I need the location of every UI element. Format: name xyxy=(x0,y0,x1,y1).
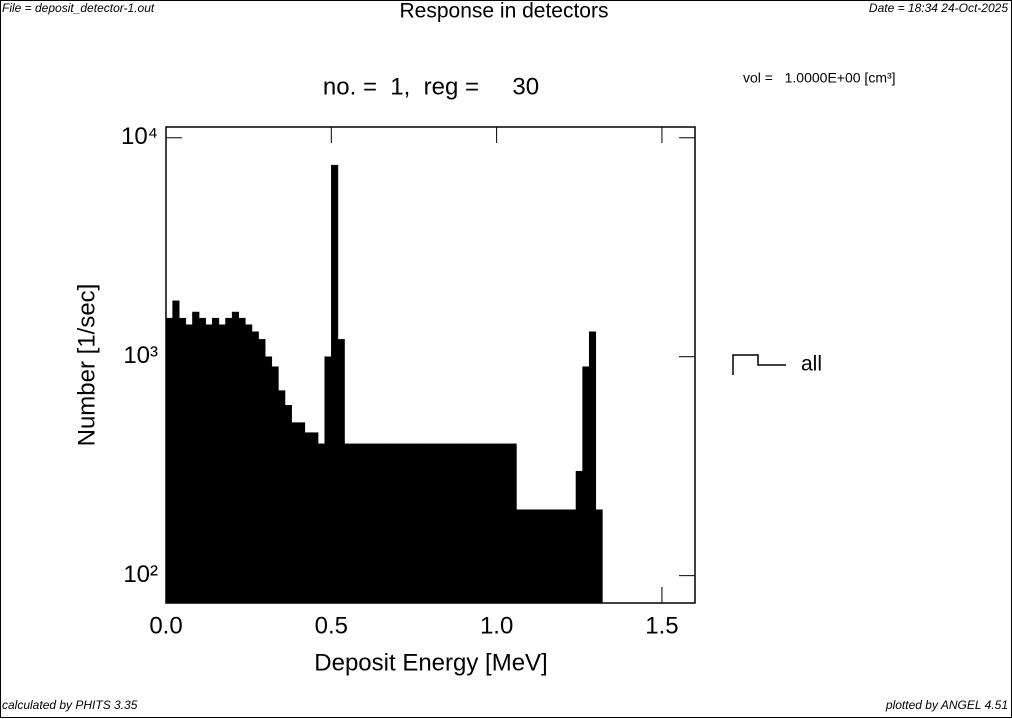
x-tick-label: 1.0 xyxy=(480,612,513,639)
x-axis-label: Deposit Energy [MeV] xyxy=(314,649,547,676)
histogram-bar xyxy=(172,300,180,604)
histogram-bar xyxy=(231,311,239,604)
histogram-bar xyxy=(291,422,299,604)
histogram-bar xyxy=(410,443,418,604)
footer-left: calculated by PHITS 3.35 xyxy=(2,698,138,712)
file-label: File = deposit_detector-1.out xyxy=(2,1,155,15)
y-tick-label: 10³ xyxy=(123,342,158,369)
histogram-bar xyxy=(542,509,550,604)
legend-swatch xyxy=(732,354,786,375)
histogram-bar xyxy=(469,443,478,604)
histogram-bar xyxy=(549,509,557,604)
histogram-bar xyxy=(258,339,266,604)
histogram-bar xyxy=(423,443,431,604)
histogram-bar xyxy=(278,390,286,604)
histogram-bar xyxy=(450,443,458,604)
histogram-bar xyxy=(218,324,226,604)
histogram-bar xyxy=(397,443,405,604)
histogram-bar xyxy=(317,443,325,604)
histogram-bar xyxy=(185,324,193,604)
histogram-bar xyxy=(436,443,444,604)
histogram-bar xyxy=(562,509,570,604)
histogram-bar xyxy=(298,422,306,604)
annotation: vol = 1.0000E+00 [cm³] xyxy=(743,70,896,86)
histogram-bar xyxy=(178,317,187,604)
histogram-bar xyxy=(443,443,451,604)
histogram-bar xyxy=(569,509,577,604)
histogram-bar xyxy=(357,443,365,604)
histogram-bar xyxy=(198,317,206,604)
histogram-bar xyxy=(529,509,537,604)
histogram-bar xyxy=(463,443,471,604)
histogram-bar xyxy=(456,443,464,604)
histogram-bar xyxy=(390,443,398,604)
y-tick-label: 10⁴ xyxy=(121,123,158,150)
histogram-bar xyxy=(516,509,524,604)
histogram-bar xyxy=(344,443,352,604)
x-tick-label: 0.5 xyxy=(315,612,348,639)
histogram-bar xyxy=(192,311,200,604)
histogram-bar xyxy=(483,443,491,604)
histogram-bar xyxy=(496,443,504,604)
histogram-bar xyxy=(476,443,484,604)
histogram-bar xyxy=(588,331,597,604)
histogram-bar xyxy=(271,366,279,604)
histogram-bar xyxy=(522,509,530,604)
histogram-bar xyxy=(304,432,312,604)
histogram-bar xyxy=(377,443,385,604)
histogram-bar xyxy=(337,339,345,604)
histogram-bar xyxy=(364,443,372,604)
histogram-bar xyxy=(370,443,378,604)
histogram-bar xyxy=(165,317,173,604)
histogram-bar xyxy=(331,164,339,604)
histogram-bar xyxy=(245,324,253,604)
histogram-bar xyxy=(350,443,359,604)
histogram-bar xyxy=(324,356,332,604)
chart-title: no. = 1, reg = 30 xyxy=(323,73,539,100)
x-tick-label: 0.0 xyxy=(149,612,182,639)
histogram-bar xyxy=(595,509,603,604)
plot-frame xyxy=(165,126,696,604)
histogram-bar xyxy=(238,317,246,604)
histogram-bar xyxy=(212,317,220,604)
histogram-bar xyxy=(205,324,213,604)
histogram-bar xyxy=(403,443,411,604)
histogram-bar xyxy=(251,331,259,604)
histogram-bar xyxy=(555,509,564,604)
x-tick-label: 1.5 xyxy=(645,612,678,639)
y-tick-label: 10² xyxy=(123,561,158,588)
histogram-bar xyxy=(489,443,497,604)
legend-label: all xyxy=(801,353,822,376)
histogram-bar xyxy=(582,366,590,604)
histogram-bar xyxy=(536,509,544,604)
histogram-bar xyxy=(383,443,392,604)
histogram-bar xyxy=(225,317,233,604)
y-axis-label: Number [1/sec] xyxy=(73,284,100,447)
histogram-bar xyxy=(311,432,319,604)
histogram-bar xyxy=(417,443,425,604)
date-label: Date = 18:34 24-Oct-2025 xyxy=(869,1,1008,15)
histogram-bar xyxy=(264,356,273,604)
histogram-bar xyxy=(575,470,583,604)
histogram-bar xyxy=(430,443,438,604)
histogram-bar xyxy=(509,443,517,604)
histogram-bar xyxy=(284,405,292,604)
page-title: Response in detectors xyxy=(400,0,609,23)
histogram-bar xyxy=(502,443,511,604)
footer-right: plotted by ANGEL 4.51 xyxy=(885,698,1008,712)
